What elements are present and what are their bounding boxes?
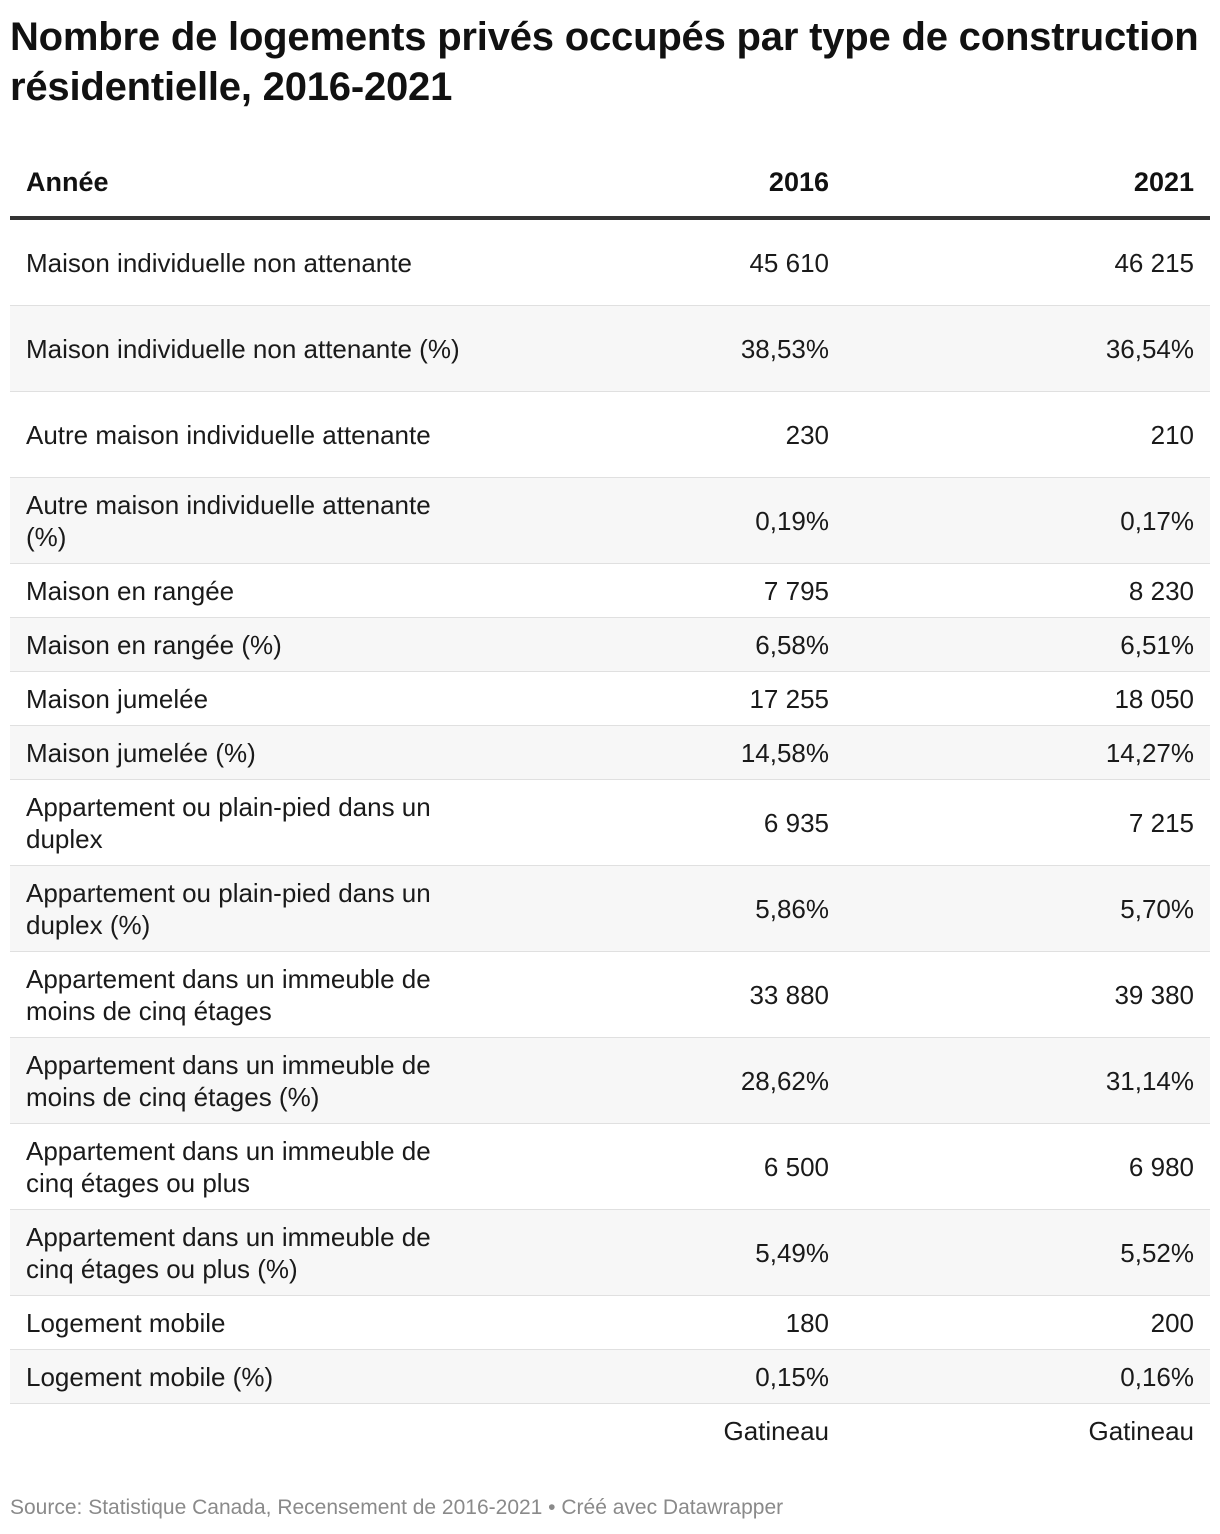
value-2021: 210: [845, 391, 1210, 478]
value-2021: 0,16%: [845, 1349, 1210, 1404]
footer-2021: Gatineau: [845, 1403, 1210, 1458]
value-2016: 28,62%: [480, 1037, 845, 1124]
value-2016: 180: [480, 1295, 845, 1350]
source-note: Source: Statistique Canada, Recensement …: [10, 1496, 784, 1519]
value-2016: 230: [480, 391, 845, 478]
value-2021: 0,17%: [845, 477, 1210, 564]
column-header-2016: 2016: [480, 148, 845, 220]
row-label: Appartement dans un immeuble de cinq éta…: [10, 1209, 480, 1296]
table-row: Maison en rangée (%) 6,58% 6,51%: [10, 617, 1210, 672]
value-2021: 7 215: [845, 779, 1210, 866]
row-label: Appartement dans un immeuble de cinq éta…: [10, 1123, 480, 1210]
value-2021: 200: [845, 1295, 1210, 1350]
value-2021: 5,70%: [845, 865, 1210, 952]
table-footer-row: Gatineau Gatineau: [10, 1403, 1210, 1458]
table-row: Logement mobile (%) 0,15% 0,16%: [10, 1349, 1210, 1404]
row-label: Appartement ou plain-pied dans un duplex…: [10, 865, 480, 952]
column-header-annee: Année: [10, 148, 480, 220]
data-table: Année 2016 2021 Maison individuelle non …: [10, 148, 1210, 1458]
table-row: Autre maison individuelle attenante 230 …: [10, 391, 1210, 478]
table-row: Appartement ou plain-pied dans un duplex…: [10, 865, 1210, 952]
table-row: Logement mobile 180 200: [10, 1295, 1210, 1350]
value-2016: 5,49%: [480, 1209, 845, 1296]
value-2016: 5,86%: [480, 865, 845, 952]
row-label: Maison jumelée: [10, 671, 480, 726]
row-label: Logement mobile (%): [10, 1349, 480, 1404]
row-label: Maison individuelle non attenante (%): [10, 305, 480, 392]
row-label: Maison en rangée: [10, 563, 480, 618]
value-2021: 6 980: [845, 1123, 1210, 1210]
table-row: Maison individuelle non attenante (%) 38…: [10, 305, 1210, 392]
table-row: Maison jumelée 17 255 18 050: [10, 671, 1210, 726]
value-2016: 38,53%: [480, 305, 845, 392]
value-2016: 17 255: [480, 671, 845, 726]
footer-empty-cell: [10, 1403, 480, 1458]
row-label: Appartement dans un immeuble de moins de…: [10, 1037, 480, 1124]
value-2016: 33 880: [480, 951, 845, 1038]
table-row: Appartement dans un immeuble de cinq éta…: [10, 1209, 1210, 1296]
table-header-row: Année 2016 2021: [10, 148, 1210, 220]
value-2021: 39 380: [845, 951, 1210, 1038]
value-2016: 0,15%: [480, 1349, 845, 1404]
chart-title: Nombre de logements privés occupés par t…: [10, 15, 1199, 109]
value-2016: 6 500: [480, 1123, 845, 1210]
value-2016: 6 935: [480, 779, 845, 866]
row-label: Appartement ou plain-pied dans un duplex: [10, 779, 480, 866]
row-label: Maison jumelée (%): [10, 725, 480, 780]
value-2021: 18 050: [845, 671, 1210, 726]
column-header-2021: 2021: [845, 148, 1210, 220]
row-label: Maison en rangée (%): [10, 617, 480, 672]
footer-2016: Gatineau: [480, 1403, 845, 1458]
table-row: Autre maison individuelle attenante (%) …: [10, 477, 1210, 564]
table-row: Maison jumelée (%) 14,58% 14,27%: [10, 725, 1210, 780]
table-row: Appartement dans un immeuble de cinq éta…: [10, 1123, 1210, 1210]
row-label: Logement mobile: [10, 1295, 480, 1350]
table-row: Appartement dans un immeuble de moins de…: [10, 1037, 1210, 1124]
table-row: Maison individuelle non attenante 45 610…: [10, 218, 1210, 306]
value-2016: 6,58%: [480, 617, 845, 672]
table-row: Appartement dans un immeuble de moins de…: [10, 951, 1210, 1038]
value-2016: 14,58%: [480, 725, 845, 780]
value-2021: 46 215: [845, 218, 1210, 306]
row-label: Autre maison individuelle attenante (%): [10, 477, 480, 564]
value-2016: 0,19%: [480, 477, 845, 564]
value-2021: 8 230: [845, 563, 1210, 618]
row-label: Maison individuelle non attenante: [10, 218, 480, 306]
row-label: Autre maison individuelle attenante: [10, 391, 480, 478]
value-2021: 36,54%: [845, 305, 1210, 392]
table-row: Appartement ou plain-pied dans un duplex…: [10, 779, 1210, 866]
row-label: Appartement dans un immeuble de moins de…: [10, 951, 480, 1038]
table-row: Maison en rangée 7 795 8 230: [10, 563, 1210, 618]
value-2016: 7 795: [480, 563, 845, 618]
value-2021: 14,27%: [845, 725, 1210, 780]
value-2016: 45 610: [480, 218, 845, 306]
value-2021: 6,51%: [845, 617, 1210, 672]
value-2021: 5,52%: [845, 1209, 1210, 1296]
value-2021: 31,14%: [845, 1037, 1210, 1124]
